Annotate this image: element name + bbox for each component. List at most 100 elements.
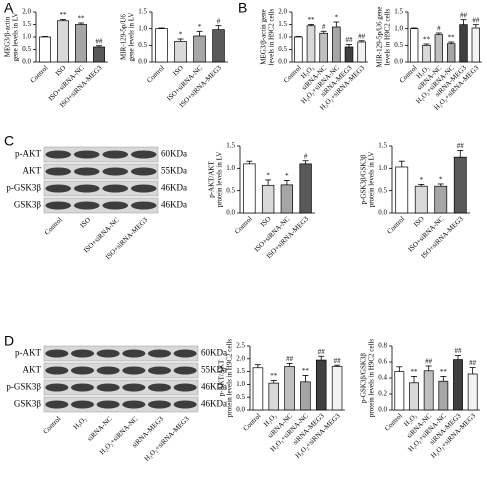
bar [394, 371, 405, 411]
x-tick-label: Control [233, 215, 254, 236]
blot-row [43, 180, 159, 197]
y-tick-label: 1.5 [378, 142, 387, 150]
size-label: 46KDa [201, 399, 227, 409]
y-axis-label: gene levels in LV [12, 13, 20, 62]
blot-band [130, 201, 157, 210]
x-tick-label: ISO [171, 64, 185, 78]
bar [453, 156, 467, 214]
blot-band [122, 383, 146, 392]
bar [423, 370, 434, 411]
blot-band [73, 167, 100, 176]
panel-label: A [4, 0, 14, 16]
y-tick-label: 1.0 [226, 164, 235, 172]
significance: ** [423, 36, 431, 44]
bar [446, 43, 456, 63]
y-tick-label: 1.0 [138, 24, 147, 32]
significance: ** [78, 15, 86, 23]
y-axis-label: p-AKT/AKT [218, 359, 226, 396]
y-axis-label: MEG3/β-actin [4, 16, 12, 57]
significance: ## [425, 358, 433, 366]
bar [467, 373, 478, 411]
y-tick-label: 0.8 [378, 342, 387, 350]
blot-band [147, 349, 172, 358]
blot-band [122, 349, 146, 358]
x-tick-label: Control [383, 412, 404, 433]
significance: * [420, 176, 424, 184]
blot-row [43, 163, 159, 180]
y-axis-label: levels in H9C2 cells [268, 8, 276, 65]
protein-label: AKT [23, 365, 42, 375]
bar [409, 28, 419, 63]
bar [75, 24, 87, 63]
panel-label: D [4, 333, 14, 349]
blot-band [130, 184, 157, 193]
size-label: 46KDa [161, 183, 187, 193]
x-tick-label: ISO [259, 215, 273, 229]
blot-band [45, 201, 72, 210]
blot-band [73, 184, 100, 193]
bar [414, 185, 428, 214]
size-label: 55KDa [161, 166, 187, 176]
y-tick-label: 0.0 [236, 406, 245, 414]
bar [434, 185, 448, 214]
blot-band [147, 383, 172, 392]
bar [280, 184, 294, 214]
blot-band [45, 184, 72, 193]
blot-band [45, 349, 69, 358]
bar [331, 366, 343, 411]
blot-band [45, 383, 69, 392]
y-tick-label: 0.5 [22, 45, 31, 53]
significance: ## [460, 11, 468, 19]
bar [471, 27, 481, 63]
lane-label: ISO [79, 216, 93, 230]
y-tick-label: 0.0 [278, 58, 287, 66]
protein-label: p-GSK3β [6, 382, 41, 392]
significance: # [437, 25, 441, 33]
y-axis-label: p-GSK3β/GSK3β [360, 353, 368, 403]
bar [193, 35, 206, 63]
blot-band [96, 383, 120, 392]
bar [155, 28, 168, 63]
significance: * [266, 172, 270, 180]
size-label: 55KDa [201, 365, 227, 375]
y-tick-label: 2.5 [236, 342, 245, 350]
significance: ## [457, 142, 465, 150]
y-tick-label: 0.4 [378, 374, 387, 382]
blot-band [70, 366, 95, 375]
y-axis-label: p-GSK3β/GSK3β [360, 154, 368, 204]
y-axis-label: levels in H9C2 cells [384, 8, 392, 65]
bar [243, 163, 256, 214]
y-tick-label: 0.0 [138, 58, 147, 66]
blot-band [70, 400, 95, 409]
blot-band [45, 366, 69, 375]
y-tick-label: 0.5 [236, 393, 245, 401]
y-tick-label: 0.5 [138, 41, 147, 49]
blot-band [122, 400, 146, 409]
bar [315, 359, 327, 411]
x-tick-label: Control [386, 215, 407, 236]
protein-label: p-AKT [15, 348, 41, 358]
y-tick-label: 1.0 [22, 33, 31, 41]
significance: ## [334, 357, 342, 365]
significance: * [285, 172, 289, 180]
y-tick-label: 2.0 [236, 354, 245, 362]
protein-label: GSK3β [14, 200, 42, 210]
bar [212, 29, 225, 63]
y-axis-label: MIR-129-5p/U6 [120, 14, 128, 60]
lane-label: Control [42, 415, 63, 436]
blot-band [102, 201, 129, 210]
y-tick-label: 1.5 [278, 20, 287, 28]
significance: ** [448, 34, 456, 42]
protein-label: p-GSK3β [6, 183, 41, 193]
significance: # [322, 23, 326, 31]
y-tick-label: 0.5 [378, 186, 387, 194]
blot-band [173, 366, 197, 375]
y-tick-label: 1.5 [394, 8, 403, 16]
bar [306, 25, 316, 63]
bar [453, 359, 463, 411]
significance: ## [318, 348, 326, 356]
blot-band [173, 400, 197, 409]
bar [344, 46, 354, 63]
significance: * [335, 14, 339, 22]
